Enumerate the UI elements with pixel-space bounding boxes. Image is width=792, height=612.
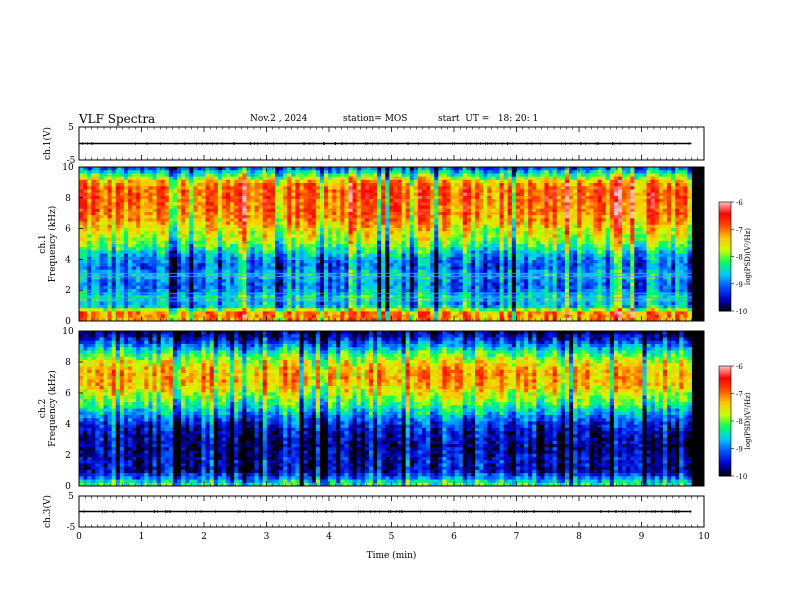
vlf-figure: 5-5ch.1(V)0246810ch.1 Frequency (kHz)-6-7… (0, 0, 792, 612)
y-axis-label: ch.1(V) (42, 127, 53, 160)
colorbar-tick-label: -6 (736, 363, 743, 371)
y-tick-label: 10 (62, 163, 74, 173)
y-tick-label: 5 (68, 123, 74, 133)
y-axis-channel-label: ch.2 (38, 399, 48, 418)
y-axis-label: Frequency (kHz) (47, 206, 58, 283)
y-tick-label: 6 (65, 389, 71, 399)
colorbar-tick-label: -8 (736, 418, 743, 426)
colorbar-tick-label: -9 (736, 446, 743, 454)
colorbar (719, 202, 731, 312)
ch2-spectrogram (79, 331, 692, 486)
y-tick-label: 6 (65, 225, 71, 235)
y-tick-label: 4 (65, 255, 71, 265)
colorbar-tick-label: -10 (736, 473, 747, 481)
y-axis-label: Frequency (kHz) (47, 370, 58, 447)
y-tick-label: 4 (65, 420, 71, 430)
y-axis-label: ch.3(V) (42, 495, 53, 528)
x-tick-label: 6 (451, 532, 457, 542)
colorbar-tick-label: -7 (736, 226, 743, 234)
colorbar-tick-label: -9 (736, 281, 743, 289)
colorbar-tick-label: -8 (736, 254, 743, 262)
x-tick-label: 0 (76, 532, 82, 542)
x-tick-label: 10 (698, 532, 710, 542)
colorbar-tick-label: -10 (736, 308, 747, 316)
y-tick-label: 0 (65, 317, 71, 327)
colorbar-label: log(PSD)(V²/Hz) (744, 392, 752, 449)
y-tick-label: 8 (65, 358, 71, 368)
y-tick-label: 0 (65, 482, 71, 492)
x-tick-label: 2 (201, 532, 207, 542)
y-tick-label: 2 (65, 451, 71, 461)
x-tick-label: 4 (326, 532, 332, 542)
colorbar-tick-label: -6 (736, 199, 743, 207)
x-tick-label: 8 (576, 532, 582, 542)
x-axis-label: Time (min) (367, 550, 417, 561)
y-tick-label: 5 (68, 492, 74, 502)
y-tick-label: 10 (62, 327, 74, 337)
colorbar-tick-label: -7 (736, 391, 743, 399)
x-tick-label: 1 (139, 532, 145, 542)
x-tick-label: 9 (639, 532, 645, 542)
y-axis-channel-label: ch.1 (38, 234, 48, 253)
x-tick-label: 3 (264, 532, 270, 542)
x-tick-label: 5 (389, 532, 395, 542)
x-tick-label: 7 (514, 532, 520, 542)
y-tick-label: 8 (65, 194, 71, 204)
colorbar (719, 366, 731, 477)
y-tick-label: 2 (65, 286, 71, 296)
y-tick-label: -5 (67, 523, 76, 533)
colorbar-label: log(PSD)(V²/Hz) (744, 228, 752, 285)
